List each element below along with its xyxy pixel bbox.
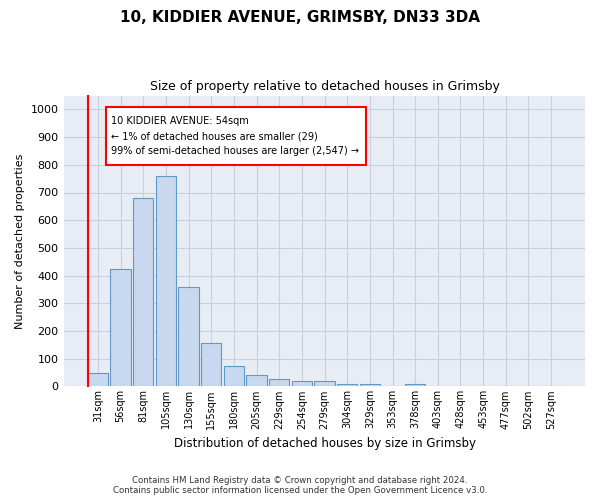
Bar xyxy=(359,384,380,386)
Bar xyxy=(314,382,335,386)
Title: Size of property relative to detached houses in Grimsby: Size of property relative to detached ho… xyxy=(149,80,499,93)
Text: 10, KIDDIER AVENUE, GRIMSBY, DN33 3DA: 10, KIDDIER AVENUE, GRIMSBY, DN33 3DA xyxy=(120,10,480,25)
Text: 10 KIDDIER AVENUE: 54sqm
← 1% of detached houses are smaller (29)
99% of semi-de: 10 KIDDIER AVENUE: 54sqm ← 1% of detache… xyxy=(111,116,359,156)
Bar xyxy=(106,107,366,166)
Bar xyxy=(247,376,267,386)
Bar xyxy=(292,382,312,386)
Bar xyxy=(178,286,199,386)
Bar xyxy=(110,268,131,386)
Bar xyxy=(337,384,358,386)
Bar xyxy=(224,366,244,386)
Bar xyxy=(88,372,108,386)
X-axis label: Distribution of detached houses by size in Grimsby: Distribution of detached houses by size … xyxy=(173,437,476,450)
Y-axis label: Number of detached properties: Number of detached properties xyxy=(15,154,25,328)
Text: Contains HM Land Registry data © Crown copyright and database right 2024.
Contai: Contains HM Land Registry data © Crown c… xyxy=(113,476,487,495)
Bar xyxy=(201,344,221,386)
Bar xyxy=(269,378,289,386)
Bar xyxy=(405,384,425,386)
Bar xyxy=(133,198,154,386)
Bar xyxy=(156,176,176,386)
